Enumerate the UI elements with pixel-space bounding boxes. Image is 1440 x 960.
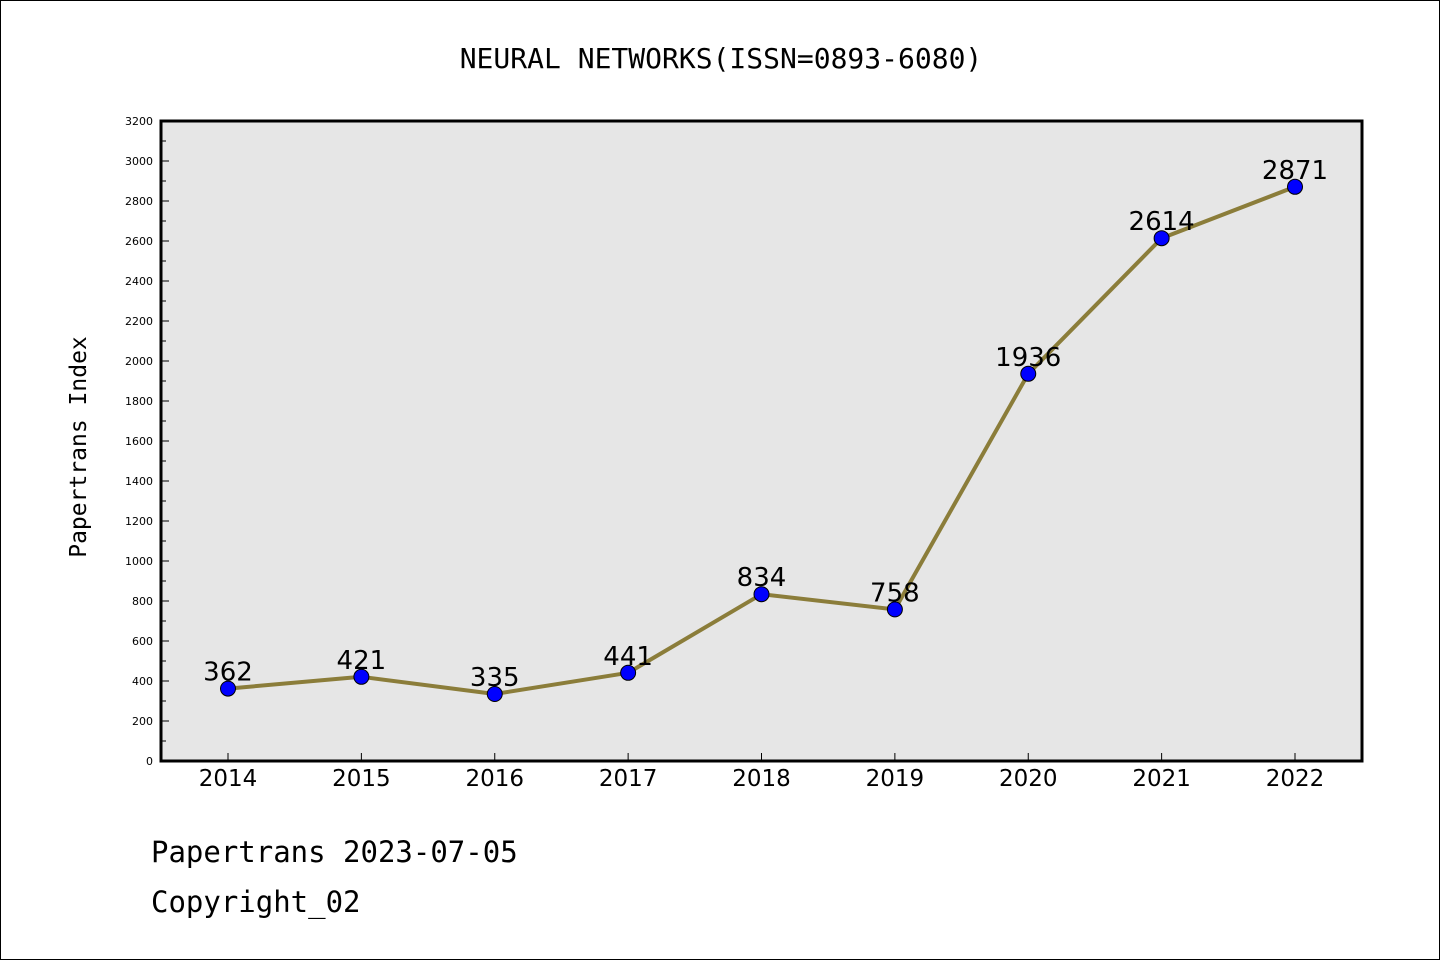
footer-copyright-text: Copyright_02 (151, 885, 361, 919)
data-label: 362 (203, 658, 253, 688)
y-tick-label: 2000 (125, 355, 153, 368)
x-tick-label: 2015 (332, 766, 391, 792)
data-point (1153, 230, 1170, 247)
y-tick-label: 1000 (125, 555, 153, 568)
data-point (220, 680, 236, 697)
data-label: 2614 (1129, 207, 1195, 237)
x-tick-label: 2018 (732, 766, 791, 792)
y-tick-label: 1200 (125, 515, 153, 528)
y-tick-label: 3000 (125, 155, 153, 168)
x-tick-label: 2016 (465, 766, 524, 792)
data-label: 834 (737, 563, 787, 593)
x-tick-label: 2021 (1132, 766, 1191, 792)
y-tick-label: 3200 (125, 115, 153, 128)
data-label: 1936 (995, 343, 1061, 373)
footer-date-text: Papertrans 2023-07-05 (151, 835, 518, 869)
data-label: 421 (337, 646, 387, 676)
data-point (1287, 178, 1303, 195)
data-point (886, 601, 903, 618)
x-axis-ticks: 2014 2015 2016 2017 2018 2019 2020 2021 2022 (199, 753, 1325, 792)
y-tick-label: 600 (132, 635, 153, 648)
y-tick-label: 2800 (125, 195, 153, 208)
data-label: 2871 (1262, 156, 1328, 186)
data-label: 441 (603, 642, 653, 672)
x-tick-label: 2014 (199, 766, 258, 792)
data-point (353, 668, 370, 685)
x-tick-label: 2019 (866, 766, 925, 792)
data-label: 758 (870, 578, 920, 608)
y-tick-label: 2200 (125, 315, 153, 328)
chart-title: NEURAL NETWORKS(ISSN=0893-6080) (460, 42, 983, 75)
y-axis-ticks: 0 200 400 600 800 1000 1200 1400 1600 1800 2000 220… (125, 115, 169, 768)
y-axis-label: Papertrans Index (66, 336, 92, 558)
x-tick-label: 2022 (1266, 766, 1325, 792)
y-tick-label: 1600 (125, 435, 153, 448)
data-point (620, 664, 637, 681)
y-tick-label: 1800 (125, 395, 153, 408)
y-tick-label: 200 (132, 715, 153, 728)
data-point (1020, 365, 1037, 382)
data-point (753, 586, 770, 603)
points-layer (220, 178, 1303, 702)
plot-area (159, 119, 1364, 763)
data-label: 335 (470, 663, 520, 693)
data-point (486, 686, 503, 702)
y-tick-label: 1400 (125, 475, 153, 488)
y-tick-label: 400 (132, 675, 153, 688)
data-labels-layer: 362 421 335 441 834 758 1936 2614 2871 (203, 156, 1328, 693)
y-tick-label: 2600 (125, 235, 153, 248)
x-tick-label: 2017 (599, 766, 658, 792)
y-tick-label: 800 (132, 595, 153, 608)
y-tick-label: 2400 (125, 275, 153, 288)
x-tick-label: 2020 (999, 766, 1058, 792)
y-tick-label: 0 (146, 755, 153, 768)
